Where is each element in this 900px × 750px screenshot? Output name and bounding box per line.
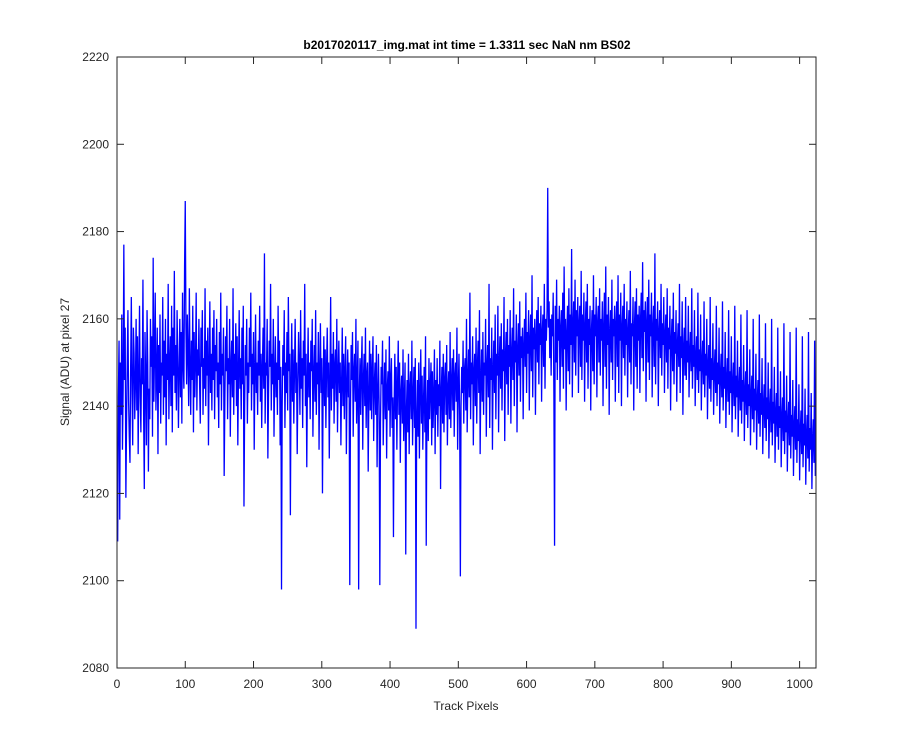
x-axis: 0 100 200 300 400 500 600 700 800 900 1000 (114, 57, 813, 691)
x-tick-label: 900 (721, 677, 741, 691)
x-axis-label: Track Pixels (434, 699, 499, 713)
chart-title: b2017020117_img.mat int time = 1.3311 se… (303, 38, 631, 52)
x-tick-label: 300 (312, 677, 332, 691)
x-tick-label: 600 (517, 677, 537, 691)
y-tick-label: 2220 (82, 50, 109, 64)
x-tick-label: 1000 (786, 677, 813, 691)
x-tick-label: 0 (114, 677, 121, 691)
axes-box (116, 56, 817, 669)
y-tick-label: 2100 (82, 574, 109, 588)
x-tick-label: 200 (244, 677, 264, 691)
y-tick-label: 2180 (82, 225, 109, 239)
y-tick-label: 2120 (82, 486, 109, 500)
x-tick-label: 500 (448, 677, 468, 691)
x-tick-label: 100 (175, 677, 195, 691)
y-axis: 2080 2100 2120 2140 2160 2180 2200 2220 (82, 50, 816, 675)
series-line (117, 187, 816, 629)
y-tick-label: 2200 (82, 137, 109, 151)
y-tick-label: 2080 (82, 661, 109, 675)
y-axis-label: Signal (ADU) at pixel 27 (58, 298, 72, 426)
plot-area: 0 100 200 300 400 500 600 700 800 900 1000 2080 210… (82, 50, 817, 691)
x-tick-label: 400 (380, 677, 400, 691)
y-tick-label: 2160 (82, 312, 109, 326)
y-tick-label: 2140 (82, 399, 109, 413)
x-tick-label: 700 (585, 677, 605, 691)
x-tick-label: 800 (653, 677, 673, 691)
